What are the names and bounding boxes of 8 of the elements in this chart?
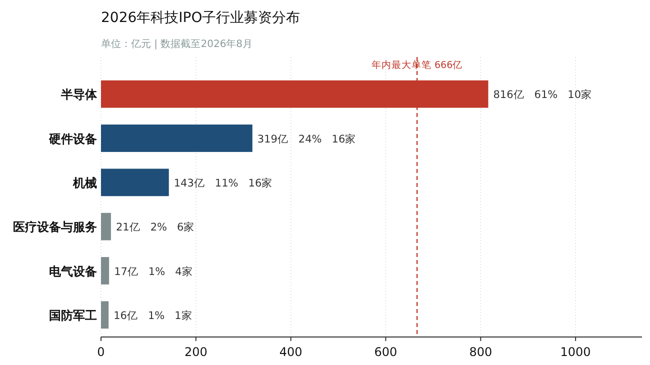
title: 2026年科技IPO子行业募资分布 xyxy=(101,10,300,26)
x-tick-label: 600 xyxy=(374,345,398,359)
x-tick-label: 400 xyxy=(279,345,302,359)
x-tick-label: 200 xyxy=(184,345,208,359)
x-tick-label: 1000 xyxy=(560,345,591,359)
x-tick-label: 800 xyxy=(469,345,492,359)
x-tick-label: 0 xyxy=(97,345,105,359)
subtitle: 单位：亿元 | 数据截至2026年8月 xyxy=(101,39,253,50)
